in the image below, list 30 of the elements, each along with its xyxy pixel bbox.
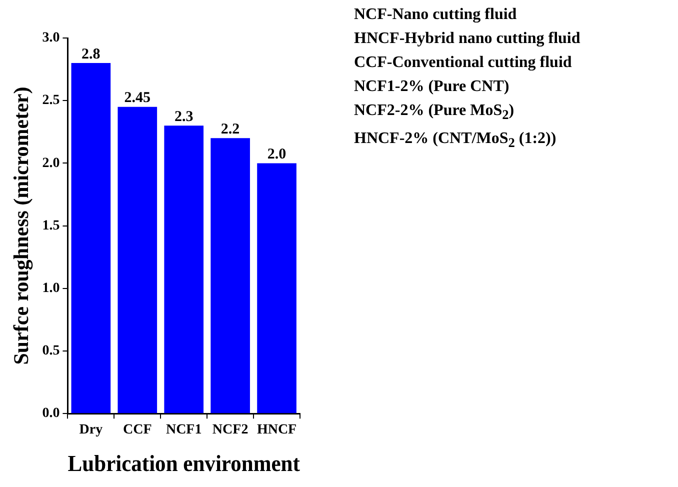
x-tick-label: NCF2: [212, 422, 248, 438]
y-tick-label: 1.0: [42, 281, 60, 296]
x-tick-label: Dry: [79, 422, 103, 438]
text: HNCF-2% (CNT/MoS$_{2}$ (1:2)): [354, 130, 558, 152]
x-axis-title: Lubrication environment: [68, 450, 300, 476]
x-tick-label: HNCF: [256, 422, 297, 438]
bar: [71, 63, 111, 414]
x-tick-label: CCF: [123, 422, 152, 438]
bar: [118, 106, 158, 414]
y-tick-label: 2.5: [42, 93, 60, 108]
y-tick-label: 0.5: [42, 344, 60, 359]
text: NCF2-2% (Pure MoS$_{2}$): [354, 102, 516, 124]
data-label: 2.0: [267, 146, 286, 163]
y-tick-label: 3.0: [42, 30, 60, 46]
y-tick-label: 0.0: [42, 406, 60, 422]
bar: [210, 138, 250, 414]
bar: [257, 163, 296, 414]
data-label: 2.3: [174, 109, 194, 126]
text: CCF-Conventional cutting fluid: [354, 54, 573, 72]
x-tick-label: NCF1: [166, 422, 202, 438]
data-label: 2.2: [220, 122, 240, 138]
y-tick-label: 2.0: [42, 156, 60, 171]
text: NCF-Nano cutting fluid: [354, 6, 518, 24]
text: NCF1-2% (Pure CNT): [354, 78, 510, 96]
data-label: 2.8: [82, 46, 100, 62]
text: HNCF-Hybrid nano cutting fluid: [354, 30, 580, 48]
data-label: 2.45: [124, 90, 151, 106]
y-tick-label: 1.5: [42, 218, 60, 234]
y-axis-title: Surfce roughness (micrometer): [9, 86, 34, 365]
bar: [164, 126, 204, 414]
